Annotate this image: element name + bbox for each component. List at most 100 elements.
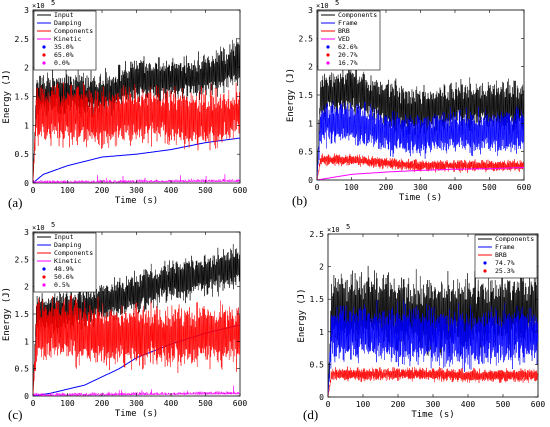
series-line-components [33,82,240,183]
y-tick-label: 3 [308,6,313,15]
y-exponent-label: ×10 [32,2,45,10]
y-tick-label: 0.5 [15,365,30,374]
x-tick-label: 200 [391,400,406,409]
legend-entry-components: Components [54,249,93,257]
chart-panel-3: 0 100 200 300 400 500 600 0 0.5 1 1.5 2 2.5 3 ×10 5 Time… [2,221,247,422]
series-line-damping [33,137,240,183]
legend-box [33,232,97,293]
x-tick-label: 200 [95,186,110,195]
legend-percent-entry: 48.9% [54,265,74,273]
panel-label: (c) [8,407,22,422]
x-tick-label: 200 [95,399,110,408]
legend-entry-input: Input [54,233,74,241]
legend-percent-marker [326,53,330,57]
x-tick-label: 500 [198,399,213,408]
legend-percent-marker [326,45,330,49]
y-tick-label: 0.5 [310,360,325,369]
panel-label: (a) [8,195,22,210]
x-tick-label: 400 [164,399,179,408]
x-tick-label: 300 [129,399,144,408]
y-tick-label: 3 [24,228,29,237]
series-line-ved [317,167,524,180]
x-axis-label: Time (s) [115,409,158,419]
y-tick-label: 2 [24,283,29,292]
x-tick-label: 0 [31,186,36,195]
x-tick-label: 600 [233,399,248,408]
y-tick-label: 0 [24,392,29,401]
y-tick-label: 2.5 [15,35,30,44]
y-tick-label: 3 [24,6,29,15]
series-line-frame [317,100,524,180]
y-axis-label: Energy (J) [286,68,296,122]
legend: InputDampingComponentsKinetic48.9%50.6%0… [33,232,97,293]
x-tick-label: 300 [413,183,428,192]
legend-box [317,10,381,71]
legend-percent-entry: 16.7% [338,59,358,67]
x-tick-label: 200 [379,183,394,192]
x-tick-label: 100 [344,183,359,192]
y-exponent-power: 5 [346,223,350,231]
legend-entry-frame: Frame [495,243,515,251]
legend-box [33,10,97,71]
legend-entry-kinetic: Kinetic [54,257,81,265]
x-tick-label: 400 [461,400,476,409]
y-axis-label: Energy (J) [297,288,307,342]
panel-label: (b) [292,193,307,208]
legend-percent-marker [483,269,487,273]
x-tick-label: 600 [517,183,532,192]
legend-entry-brb: BRB [338,27,350,35]
x-axis-label: Time (s) [115,196,158,206]
y-tick-label: 1.5 [310,295,325,304]
series-group [317,60,524,180]
legend-percent-marker [42,283,46,287]
legend-entry-brb: BRB [495,251,507,259]
legend-percent-marker [42,45,46,49]
x-tick-label: 100 [60,186,75,195]
y-tick-label: 2.5 [299,34,314,43]
x-tick-label: 100 [356,400,371,409]
y-tick-label: 2 [24,64,29,73]
y-tick-label: 1.5 [15,93,30,102]
x-axis-label: Time (s) [399,193,442,203]
y-exponent-power: 5 [51,221,55,229]
x-tick-label: 300 [129,186,144,195]
x-tick-label: 0 [315,183,320,192]
legend-percent-marker [326,61,330,65]
legend-percent-entry: 74.7% [495,259,515,267]
y-tick-label: 1.5 [299,91,314,100]
y-exponent-label: ×10 [327,226,340,234]
legend-entry-damping: Damping [54,241,81,249]
legend-percent-entry: 25.3% [495,267,515,275]
x-tick-label: 300 [426,400,441,409]
y-tick-label: 0 [308,176,313,185]
legend-percent-entry: 0.0% [54,59,70,67]
legend-entry-components: Components [338,11,377,19]
legend-percent-marker [42,61,46,65]
x-tick-label: 500 [482,183,497,192]
legend-percent-entry: 65.0% [54,51,74,59]
legend: InputDampingComponentsKinetic35.0%65.0%0… [33,10,97,71]
y-tick-label: 0 [24,179,29,188]
y-tick-label: 1 [24,337,29,346]
y-axis-label: Energy (J) [2,69,12,123]
y-tick-label: 2 [308,63,313,72]
x-tick-label: 400 [164,186,179,195]
y-tick-label: 0 [319,393,324,402]
legend-percent-entry: 20.7% [338,51,358,59]
x-tick-label: 100 [60,399,75,408]
y-axis-label: Energy (J) [2,287,12,341]
legend-percent-entry: 62.6% [338,43,358,51]
x-tick-label: 0 [31,399,36,408]
legend-entry-ved: VED [338,35,350,43]
y-tick-label: 2.5 [15,255,30,264]
legend-entry-components: Components [54,27,93,35]
legend-entry-components: Components [495,235,534,243]
chart-panel-2: 0 100 200 300 400 500 600 0 0.5 1 1.5 2 2.5 3 ×10 5 Time… [286,0,531,208]
x-axis-label: Time (s) [411,410,454,420]
chart-panel-1: 0 100 200 300 400 500 600 0 0.5 1 1.5 2 2.5 3 ×10 5 Time… [2,0,247,210]
legend-entry-damping: Damping [54,19,81,27]
y-exponent-label: ×10 [32,224,45,232]
